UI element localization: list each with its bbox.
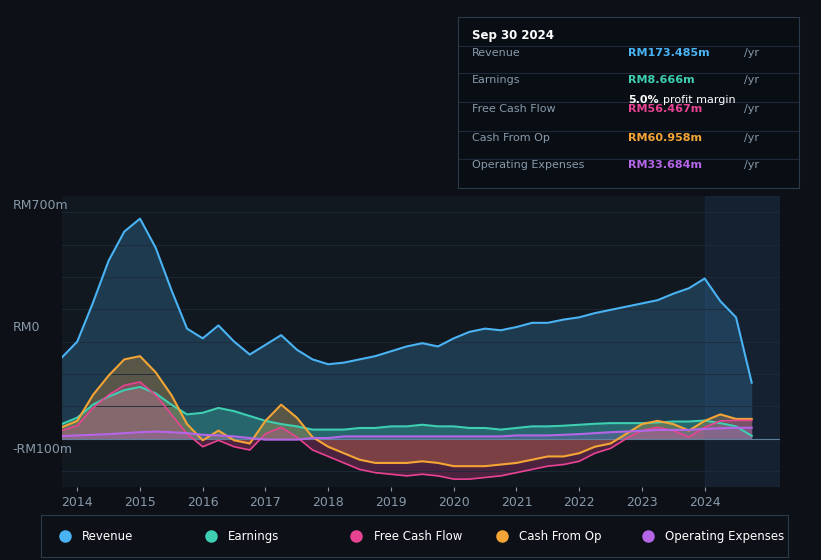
Text: RM173.485m: RM173.485m bbox=[629, 48, 710, 58]
Text: RM33.684m: RM33.684m bbox=[629, 160, 703, 170]
Text: RM60.958m: RM60.958m bbox=[629, 133, 703, 143]
Text: /yr: /yr bbox=[745, 48, 759, 58]
Text: Earnings: Earnings bbox=[228, 530, 279, 543]
Text: Revenue: Revenue bbox=[82, 530, 134, 543]
Text: Cash From Op: Cash From Op bbox=[519, 530, 602, 543]
Text: Operating Expenses: Operating Expenses bbox=[665, 530, 784, 543]
Bar bbox=[704, 196, 780, 487]
Text: Sep 30 2024: Sep 30 2024 bbox=[472, 29, 553, 42]
Text: Earnings: Earnings bbox=[472, 75, 521, 85]
Text: Free Cash Flow: Free Cash Flow bbox=[472, 104, 555, 114]
Text: RM8.666m: RM8.666m bbox=[629, 75, 695, 85]
Text: RM0: RM0 bbox=[12, 321, 39, 334]
Text: /yr: /yr bbox=[745, 75, 759, 85]
Text: RM700m: RM700m bbox=[12, 199, 68, 212]
Text: profit margin: profit margin bbox=[663, 95, 735, 105]
Text: -RM100m: -RM100m bbox=[12, 444, 72, 456]
Text: Free Cash Flow: Free Cash Flow bbox=[374, 530, 462, 543]
Text: /yr: /yr bbox=[745, 133, 759, 143]
Text: Revenue: Revenue bbox=[472, 48, 521, 58]
Text: RM56.467m: RM56.467m bbox=[629, 104, 703, 114]
Text: /yr: /yr bbox=[745, 104, 759, 114]
Text: 5.0%: 5.0% bbox=[629, 95, 659, 105]
Text: Operating Expenses: Operating Expenses bbox=[472, 160, 584, 170]
Text: /yr: /yr bbox=[745, 160, 759, 170]
Text: Cash From Op: Cash From Op bbox=[472, 133, 549, 143]
